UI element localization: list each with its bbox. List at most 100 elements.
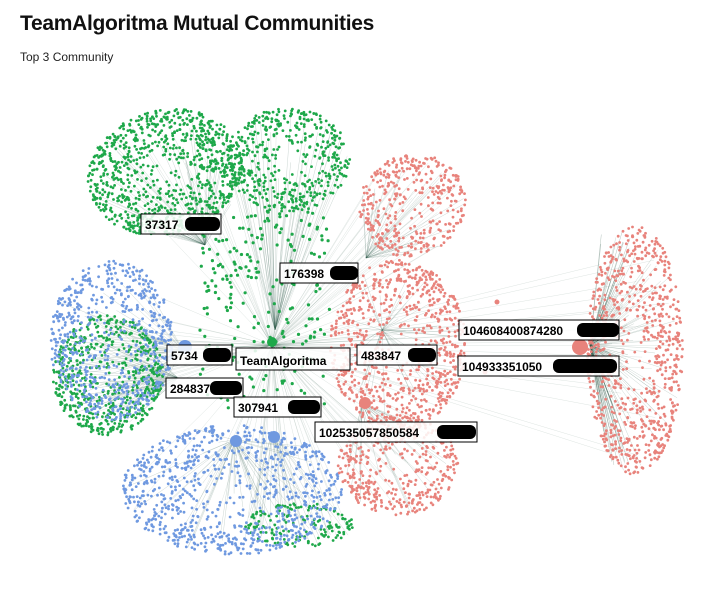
node-dot — [383, 243, 387, 247]
node-dot — [253, 528, 257, 532]
node-dot — [80, 337, 84, 340]
node-dot — [57, 394, 61, 397]
node-dot — [200, 186, 204, 190]
node-dot — [334, 496, 338, 500]
node-dot — [410, 398, 413, 402]
node-dot — [118, 194, 121, 198]
node-dot — [126, 213, 130, 217]
node-dot — [233, 153, 237, 157]
node-dot — [132, 413, 135, 417]
node-dot — [329, 483, 333, 487]
node-dot — [111, 175, 114, 179]
node-dot — [182, 510, 186, 514]
node-dot — [192, 497, 196, 501]
node-dot — [216, 543, 220, 546]
node-dot — [257, 121, 261, 124]
node-dot — [119, 325, 122, 329]
node-dot — [324, 119, 328, 123]
node-dot — [419, 247, 423, 250]
node-dot — [98, 367, 102, 370]
node-dot — [438, 353, 442, 357]
node-dot — [172, 532, 176, 535]
edge-line — [254, 158, 276, 331]
node-dot — [111, 132, 115, 136]
node-dot — [176, 435, 179, 439]
node-dot — [427, 248, 430, 252]
node-dot — [245, 446, 249, 450]
node-dot — [111, 425, 115, 429]
node-dot — [405, 313, 409, 316]
node-dot — [211, 210, 215, 214]
node-dot — [142, 292, 146, 295]
node-dot — [313, 544, 317, 548]
node-dot — [223, 550, 227, 553]
node-dot — [249, 193, 252, 197]
node-dot — [226, 183, 230, 186]
node-dot — [204, 138, 208, 142]
node-dot — [298, 477, 302, 481]
node-dot — [107, 191, 111, 195]
node-dot — [454, 178, 458, 182]
node-dot — [110, 277, 114, 280]
node-dot — [406, 251, 410, 255]
node-dot — [56, 360, 60, 363]
node-dot — [77, 417, 81, 421]
node-dot — [103, 331, 106, 335]
node-dot — [117, 425, 121, 428]
node-dot — [129, 118, 133, 122]
node-dot — [248, 198, 252, 202]
node-dot — [239, 542, 243, 546]
node-dot — [121, 397, 125, 401]
node-dot — [62, 363, 66, 366]
node-dot — [223, 171, 226, 175]
node-dot — [315, 454, 319, 458]
node-dot — [246, 127, 249, 131]
node-dot — [361, 291, 365, 295]
node-dot — [124, 141, 128, 145]
node-dot — [366, 197, 370, 201]
node-dot — [401, 410, 404, 414]
node-dot — [263, 176, 267, 179]
node-dot — [100, 287, 103, 291]
node-dot — [415, 232, 419, 236]
node-dot — [251, 177, 255, 181]
node-dot — [253, 130, 257, 134]
node-dot — [155, 330, 158, 334]
node-dot — [281, 514, 285, 518]
node-dot — [168, 120, 172, 124]
edge-line — [271, 179, 398, 346]
node-dot — [211, 431, 215, 434]
node-dot — [136, 178, 139, 181]
node-dot — [250, 171, 254, 174]
node-dot — [164, 112, 167, 116]
node-dot — [422, 228, 426, 232]
node-dot — [82, 358, 85, 362]
node-dot — [153, 312, 157, 316]
node-dot — [80, 321, 83, 324]
node-dot — [124, 134, 128, 137]
node-dot — [62, 318, 65, 321]
node-dot — [121, 361, 124, 365]
node-dot — [336, 175, 339, 178]
node-dot — [212, 192, 215, 196]
node-dot — [298, 192, 302, 196]
node-dot — [397, 239, 401, 243]
node-dot — [181, 132, 185, 136]
edge-line — [233, 439, 258, 492]
node-dot — [272, 190, 276, 193]
node-dot — [90, 345, 94, 349]
node-dot — [175, 183, 178, 187]
node-dot — [141, 490, 145, 493]
node-dot — [108, 338, 111, 341]
node-dot — [107, 398, 111, 401]
node-dot — [274, 533, 278, 536]
node-dot — [119, 213, 123, 216]
edge-line — [274, 126, 327, 331]
node-dot — [111, 360, 115, 364]
edge-line — [233, 439, 308, 447]
node-dot — [152, 394, 156, 398]
node-dot — [153, 363, 157, 367]
node-dot — [242, 424, 246, 427]
node-dot — [452, 184, 456, 188]
node-dot — [277, 110, 281, 114]
